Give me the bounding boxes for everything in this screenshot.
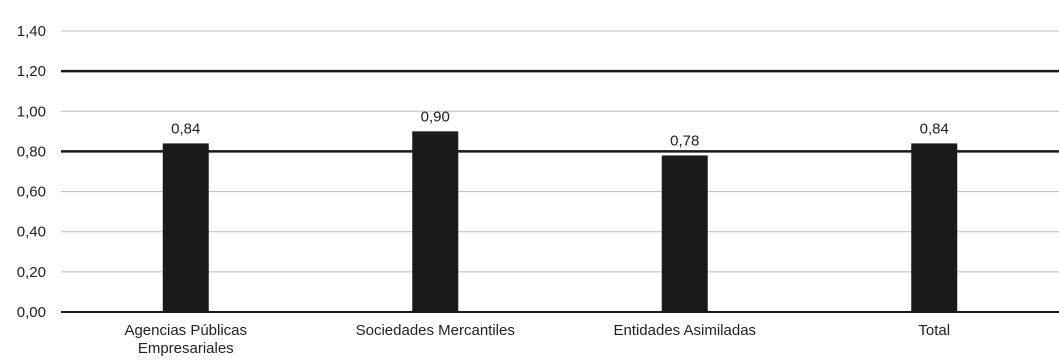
y-tick-label: 0,00	[17, 304, 46, 321]
y-tick-label: 1,20	[17, 63, 46, 80]
y-tick-label: 1,40	[17, 23, 46, 40]
x-tick-label: Total	[918, 322, 950, 339]
data-label: 0,84	[171, 120, 200, 137]
bar	[661, 155, 708, 312]
data-label: 0,78	[670, 132, 699, 149]
bar	[412, 131, 459, 312]
y-tick-label: 0,80	[17, 143, 46, 160]
x-tick-label: Entidades Asimiladas	[613, 322, 756, 339]
y-tick-label: 0,20	[17, 264, 46, 281]
bar	[162, 143, 209, 312]
x-axis-category-labels: Agencias Públicas Empresariales Sociedades…	[124, 322, 950, 357]
y-axis-tick-labels: 0,00 0,20 0,40 0,60 0,80 1,00 1,20 1,40	[17, 23, 46, 321]
x-tick-label: Sociedades Mercantiles	[356, 322, 515, 339]
bar	[911, 143, 958, 312]
y-tick-label: 1,00	[17, 103, 46, 120]
data-label: 0,90	[421, 108, 450, 125]
y-tick-label: 0,40	[17, 224, 46, 241]
y-tick-label: 0,60	[17, 184, 46, 201]
bars	[162, 131, 958, 312]
data-label: 0,84	[920, 120, 949, 137]
x-tick-label: Agencias Públicas Empresariales	[124, 322, 247, 357]
gridlines	[61, 30, 1059, 273]
data-labels: 0,84 0,90 0,78 0,84	[171, 108, 949, 149]
